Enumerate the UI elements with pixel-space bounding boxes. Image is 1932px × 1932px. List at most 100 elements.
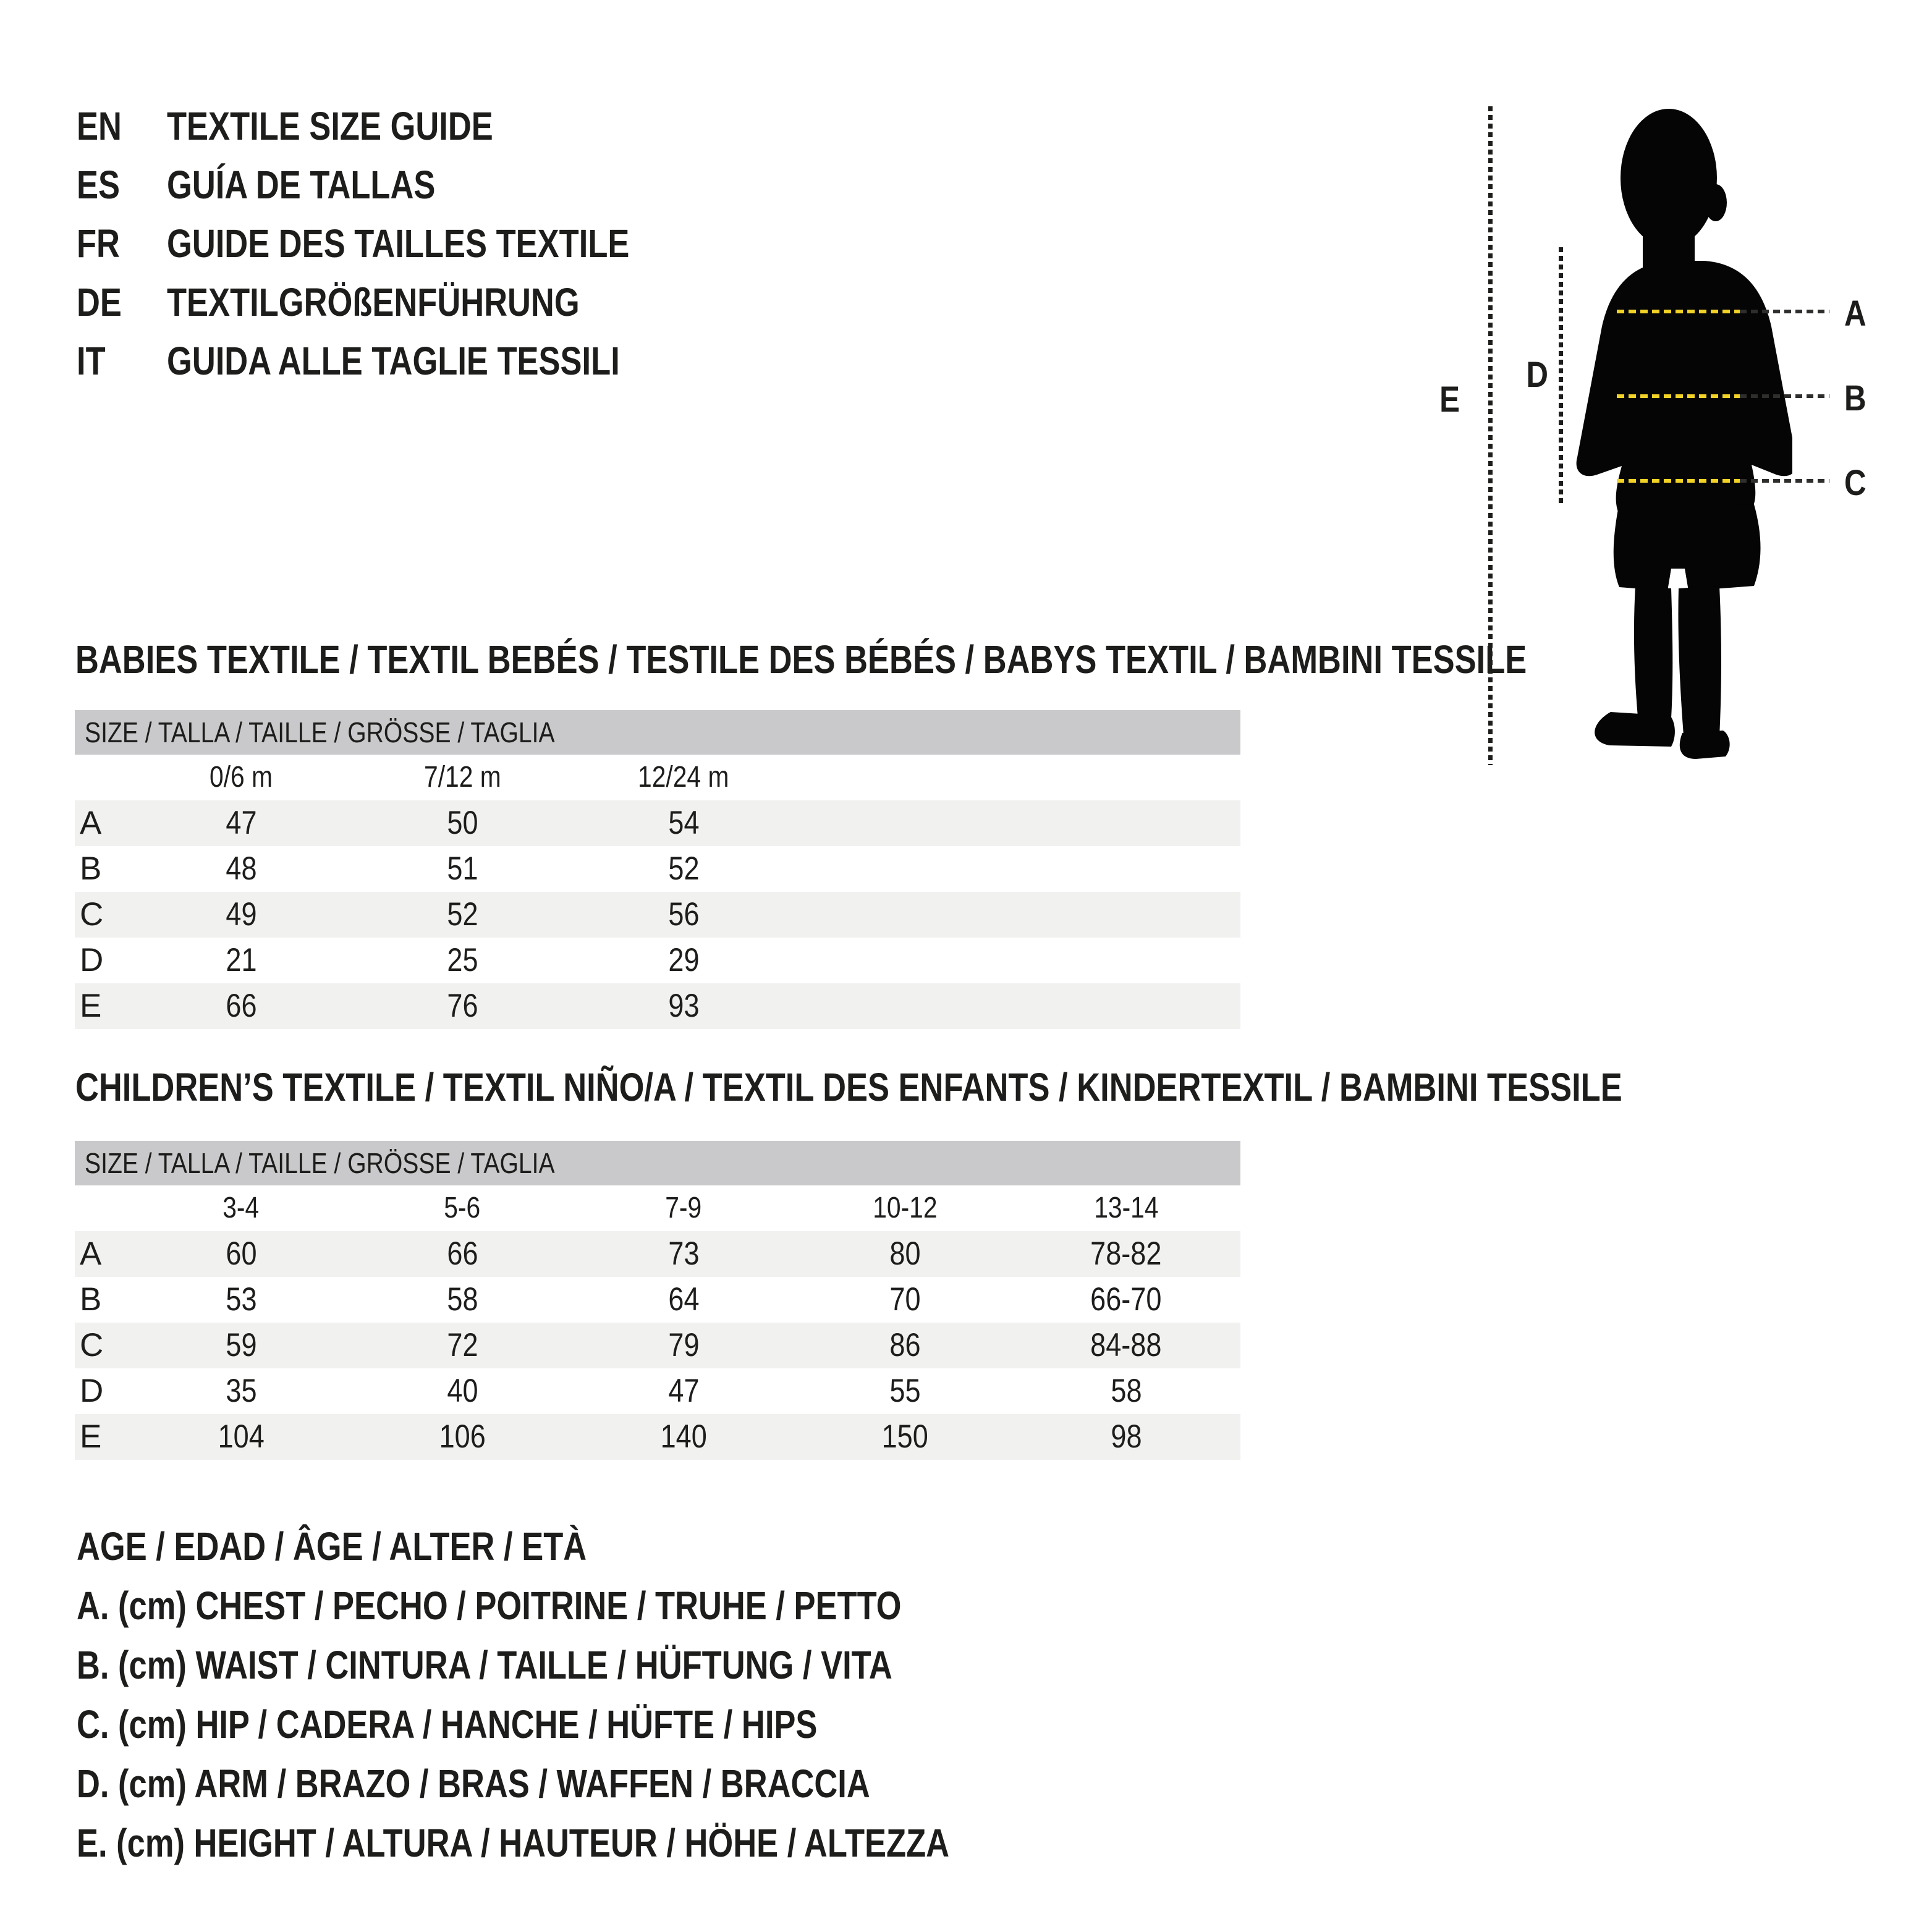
left-foot xyxy=(1595,712,1675,747)
yellow-dash-segment xyxy=(1617,310,1740,313)
language-code: IT xyxy=(77,338,106,383)
dark-dash-segment xyxy=(1740,479,1829,483)
babies-section-title: BABIES TEXTILE / TEXTIL BEBÉS / TESTILE … xyxy=(75,637,1527,682)
ear xyxy=(1705,184,1727,221)
cell-value: 52 xyxy=(667,850,700,887)
cell-value: 53 xyxy=(225,1281,257,1318)
row-label: A xyxy=(80,805,102,841)
cell-value: 150 xyxy=(881,1418,928,1455)
child-silhouette-figure xyxy=(1576,109,1792,759)
children-section-title: CHILDREN’S TEXTILE / TEXTIL NIÑO/A / TEX… xyxy=(75,1065,1622,1109)
cell-value: 140 xyxy=(660,1418,707,1455)
children-column-headers: 3-4 5-6 7-9 10-12 13-14 xyxy=(75,1185,1240,1231)
empty-cell xyxy=(794,755,1015,800)
cell-value: 58 xyxy=(446,1281,478,1318)
column-header: 5-6 xyxy=(444,1192,481,1224)
empty-cell xyxy=(1015,846,1237,892)
figure-label-b: B xyxy=(1844,378,1866,418)
table-row: A 47 50 54 xyxy=(75,800,1240,846)
cell-value: 56 xyxy=(667,896,700,933)
figure-label-a: A xyxy=(1844,294,1866,334)
cell-value: 55 xyxy=(889,1373,921,1409)
language-row-en: EN TEXTILE SIZE GUIDE xyxy=(77,96,731,155)
figure-label-c: C xyxy=(1844,463,1866,503)
figure-label-d: D xyxy=(1526,355,1548,395)
empty-cell xyxy=(794,892,1015,938)
language-row-de: DE TEXTILGRÖßENFÜHRUNG xyxy=(77,273,731,331)
cell-value: 35 xyxy=(225,1373,257,1409)
column-header: 10-12 xyxy=(872,1192,938,1224)
legend-line-age: AGE / EDAD / ÂGE / ALTER / ETÀ xyxy=(77,1524,587,1569)
column-header: 3-4 xyxy=(222,1192,260,1224)
cell-value: 106 xyxy=(439,1418,486,1455)
cell-value: 52 xyxy=(446,896,478,933)
empty-cell xyxy=(794,846,1015,892)
language-title-list: EN TEXTILE SIZE GUIDE ES GUÍA DE TALLAS … xyxy=(77,96,731,390)
language-guide-title: GUIDA ALLE TAGLIE TESSILI xyxy=(167,338,620,383)
empty-cell xyxy=(1015,800,1237,846)
empty-cell xyxy=(75,755,130,800)
legend-line-waist: B. (cm) WAIST / CINTURA / TAILLE / HÜFTU… xyxy=(77,1643,892,1687)
row-label: C xyxy=(80,1327,104,1363)
language-guide-title: TEXTILGRÖßENFÜHRUNG xyxy=(167,279,580,324)
language-row-it: IT GUIDA ALLE TAGLIE TESSILI xyxy=(77,331,731,390)
cell-value: 25 xyxy=(446,942,478,978)
size-header-bar: SIZE / TALLA / TAILLE / GRÖSSE / TAGLIA xyxy=(75,1141,1240,1185)
language-code: ES xyxy=(77,162,121,207)
babies-column-headers: 0/6 m 7/12 m 12/24 m xyxy=(75,755,1240,800)
cell-value: 66 xyxy=(225,988,257,1024)
empty-cell xyxy=(75,1185,130,1231)
row-label: B xyxy=(80,850,102,887)
cell-value: 84-88 xyxy=(1090,1327,1162,1363)
left-leg xyxy=(1633,586,1673,718)
language-row-fr: FR GUIDE DES TAILLES TEXTILE xyxy=(77,214,731,273)
waist-measure-line-b xyxy=(1617,394,1829,398)
language-code: EN xyxy=(77,103,122,148)
cell-value: 66 xyxy=(446,1235,478,1272)
empty-cell xyxy=(794,938,1015,983)
language-guide-title: GUÍA DE TALLAS xyxy=(167,162,436,207)
measurement-legend: AGE / EDAD / ÂGE / ALTER / ETÀ A. (cm) C… xyxy=(77,1517,1141,1873)
arm-measure-line-d xyxy=(1559,247,1563,507)
cell-value: 79 xyxy=(667,1327,700,1363)
empty-cell xyxy=(794,983,1015,1029)
table-row: C 49 52 56 xyxy=(75,892,1240,938)
empty-cell xyxy=(1015,755,1237,800)
language-guide-title: GUIDE DES TAILLES TEXTILE xyxy=(167,221,630,266)
legend-line-height: E. (cm) HEIGHT / ALTURA / HAUTEUR / HÖHE… xyxy=(77,1821,950,1865)
cell-value: 70 xyxy=(889,1281,921,1318)
empty-cell xyxy=(1015,892,1237,938)
right-foot xyxy=(1679,731,1730,759)
empty-cell xyxy=(794,800,1015,846)
row-label: C xyxy=(80,896,104,933)
cell-value: 51 xyxy=(446,850,478,887)
dark-dash-segment xyxy=(1740,310,1829,313)
table-row: C 59 72 79 86 84-88 xyxy=(75,1323,1240,1368)
column-header: 13-14 xyxy=(1093,1192,1159,1224)
babies-size-table: SIZE / TALLA / TAILLE / GRÖSSE / TAGLIA … xyxy=(75,710,1240,1029)
cell-value: 21 xyxy=(225,942,257,978)
row-label: E xyxy=(80,1418,102,1455)
cell-value: 59 xyxy=(225,1327,257,1363)
column-header: 7-9 xyxy=(665,1192,702,1224)
cell-value: 40 xyxy=(446,1373,478,1409)
cell-value: 72 xyxy=(446,1327,478,1363)
empty-cell xyxy=(1015,938,1237,983)
table-row: A 60 66 73 80 78-82 xyxy=(75,1231,1240,1277)
table-row: D 35 40 47 55 58 xyxy=(75,1368,1240,1414)
cell-value: 73 xyxy=(667,1235,700,1272)
row-label: B xyxy=(80,1281,102,1318)
table-row: E 66 76 93 xyxy=(75,983,1240,1029)
row-label: D xyxy=(80,1373,104,1409)
head xyxy=(1621,109,1717,247)
row-label: D xyxy=(80,942,104,978)
column-header: 7/12 m xyxy=(423,761,501,794)
children-size-table: SIZE / TALLA / TAILLE / GRÖSSE / TAGLIA … xyxy=(75,1141,1240,1460)
language-row-es: ES GUÍA DE TALLAS xyxy=(77,155,731,214)
dark-dash-segment xyxy=(1740,394,1829,398)
height-measure-line-e xyxy=(1488,106,1493,765)
column-header: 0/6 m xyxy=(209,761,273,794)
cell-value: 47 xyxy=(667,1373,700,1409)
hip-measure-line-c xyxy=(1617,479,1829,483)
